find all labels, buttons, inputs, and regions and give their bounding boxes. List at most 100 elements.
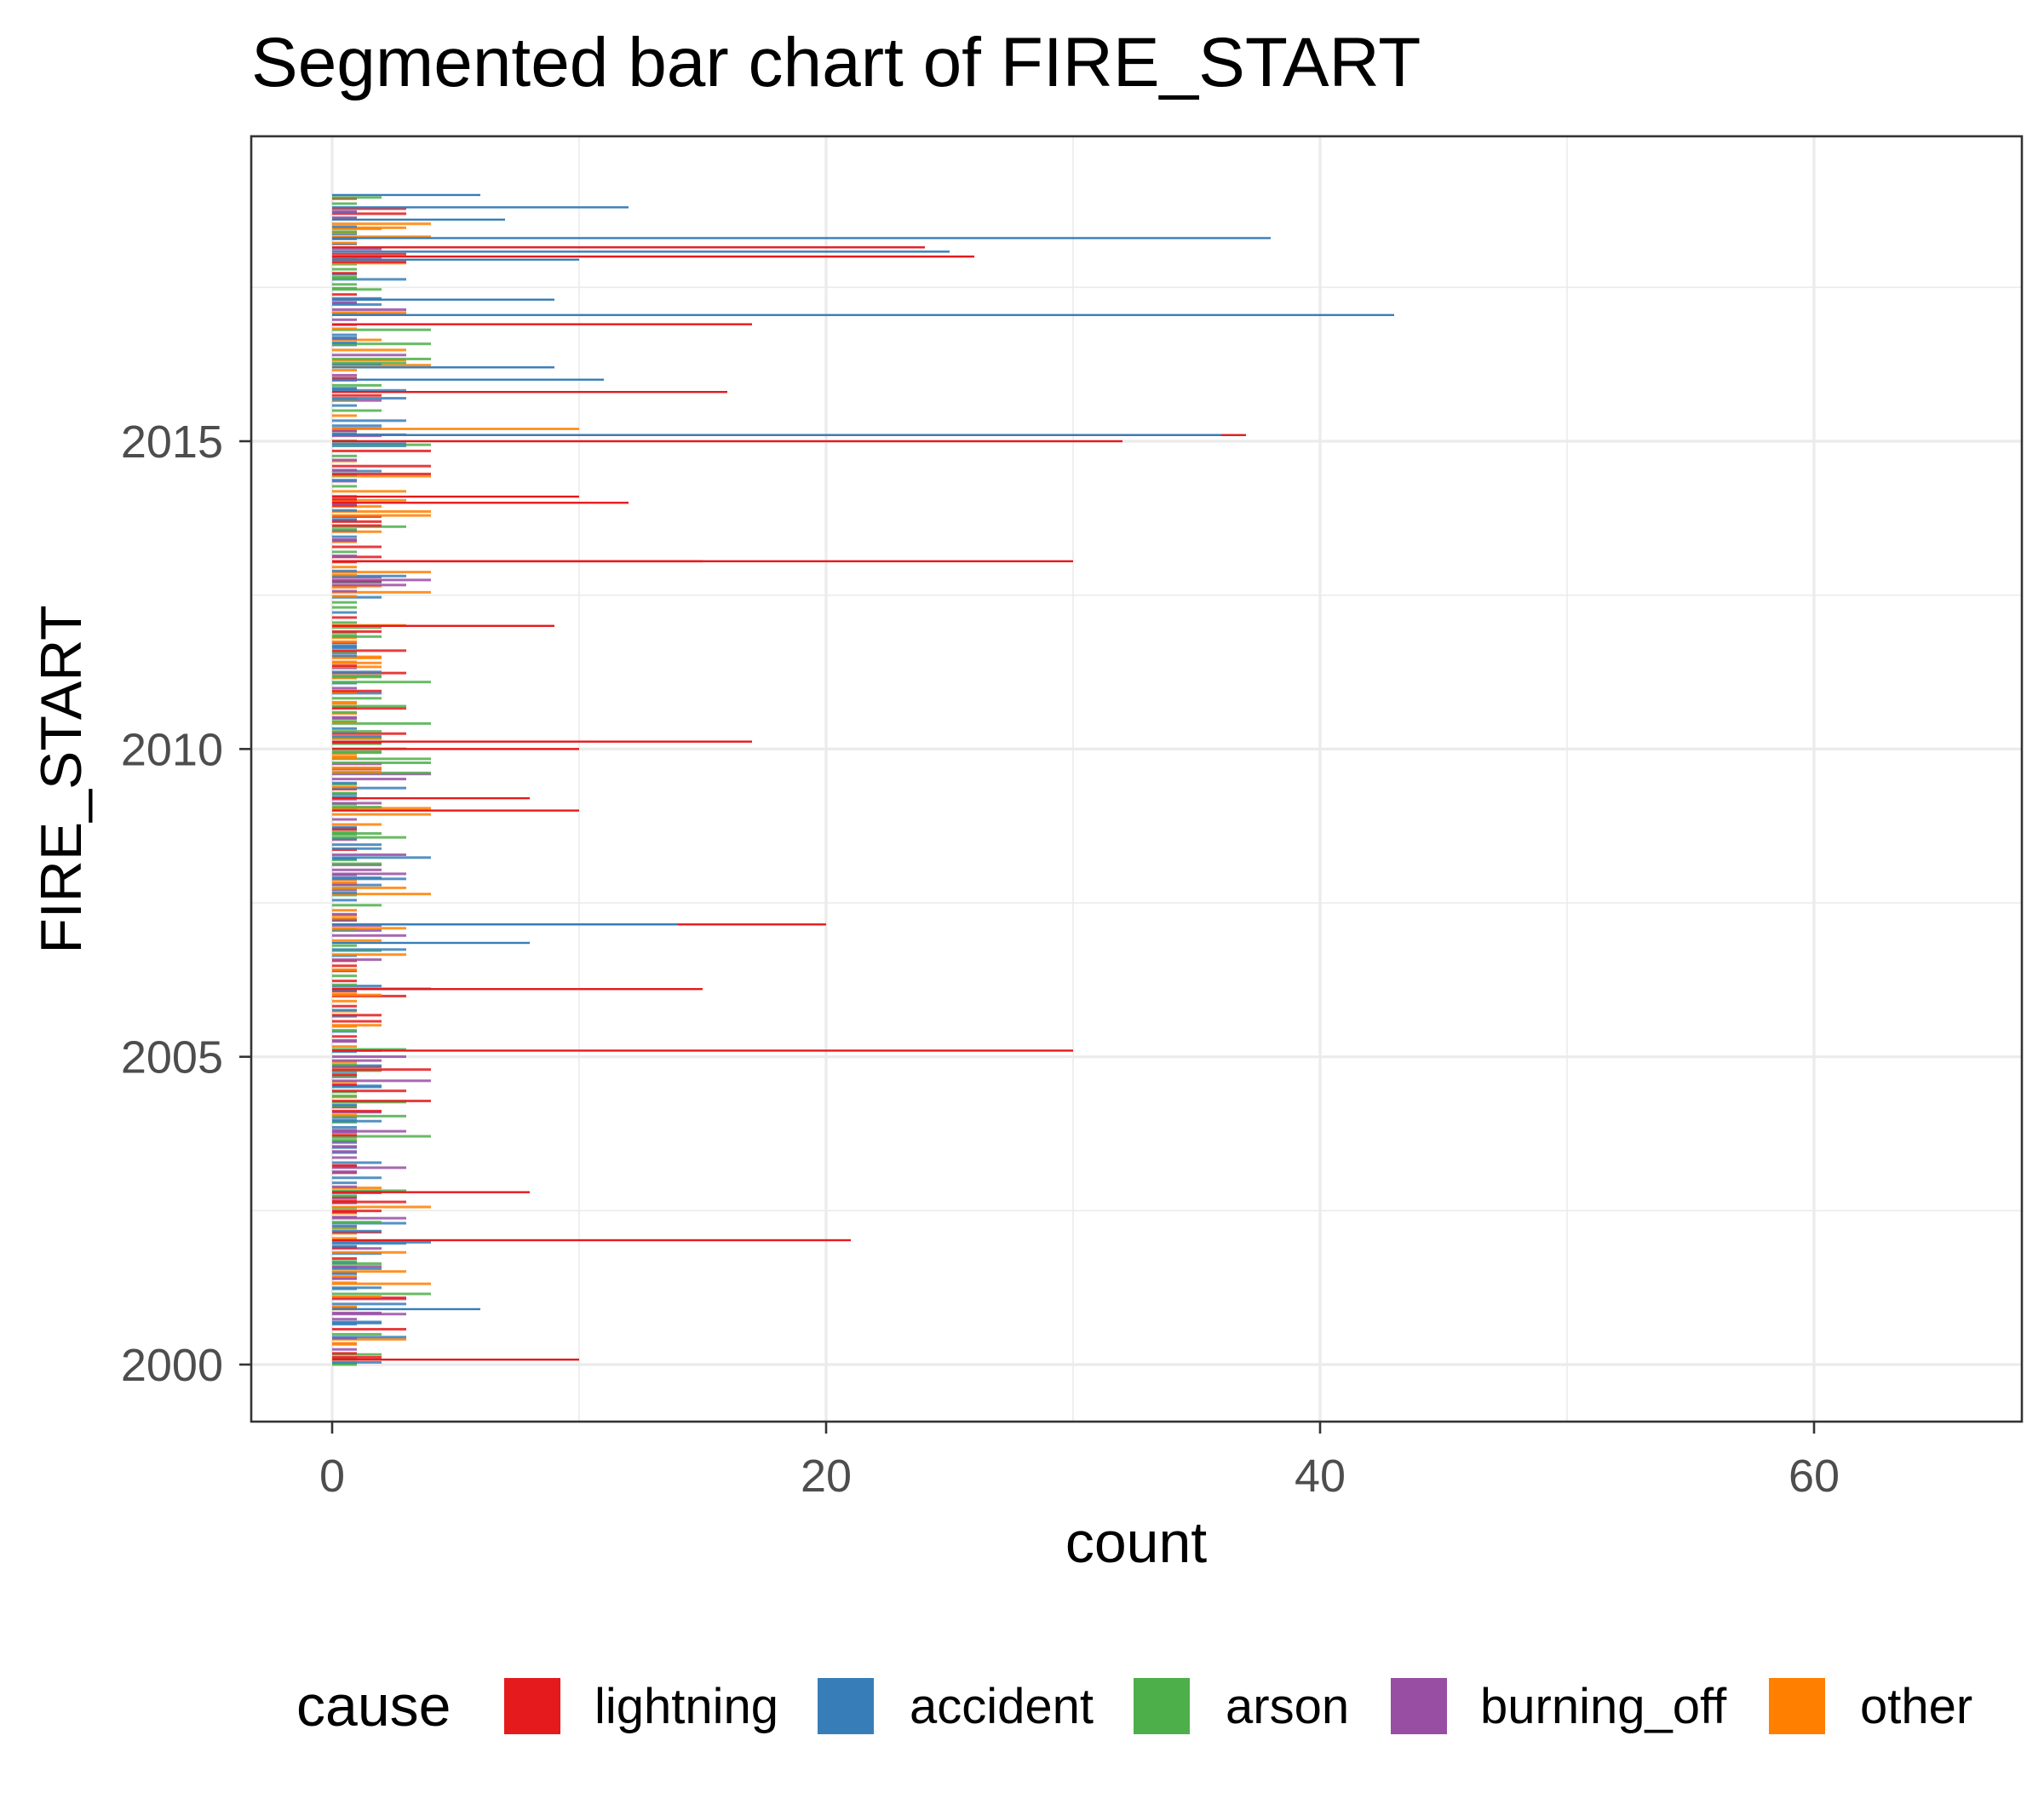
bar-segment [332,449,431,452]
bar-segment [332,1215,357,1219]
bar-segment [332,654,357,658]
bar-segment [332,490,406,493]
bar-segment [332,886,406,889]
bar-segment-lightning [332,796,530,800]
bar-segment [332,1281,357,1284]
bar-segment [332,353,406,357]
bar-segment [332,813,431,816]
bar-segment [332,569,357,572]
bar-segment-lightning [332,748,579,750]
bar-segment [332,414,357,417]
bar-segment [332,1038,357,1042]
bar-segment [332,1073,357,1077]
bar-segment [332,590,431,594]
bar-segment [332,535,357,538]
bar-segment [332,1109,382,1112]
legend: cause lightning accident arson burning_off o… [296,1674,1972,1738]
bar-segment [332,862,382,865]
y-tick-label: 2010 [121,724,223,775]
bar-segment [332,497,357,501]
bar-segment [332,796,357,799]
bar-segment [332,1311,382,1314]
bar-segment-lightning [332,740,752,743]
bar-segment [332,1055,406,1059]
bar-segment [332,1083,357,1086]
bar-segment [332,644,357,647]
legend-key-other [1769,1678,1825,1734]
bar-segment [332,876,382,880]
bar-segment [332,802,382,805]
bar-segment [332,917,357,920]
bar-segment [332,578,431,582]
bar-segment [332,1265,382,1268]
bar-segment [332,1009,357,1012]
bar-segment-accident [332,237,1271,239]
bar-segment-accident [332,218,505,221]
bar-segment [332,757,431,761]
bar-segment [332,1229,382,1233]
bar-segment [332,891,357,894]
bar-segment [332,640,357,643]
legend-label-other: other [1860,1679,1972,1734]
bar-segment [332,681,431,684]
bar-segment [332,472,431,475]
bar-segment [332,980,357,983]
bar-segment [332,974,357,978]
bar-segment [332,210,357,213]
bar-segment [332,328,431,331]
bar-segment [332,230,357,233]
bar-segment [332,958,382,962]
bar-segment [332,912,357,916]
legend-label-arson: arson [1226,1679,1349,1734]
bar-segment [332,1113,357,1117]
bar-segment [332,1355,382,1359]
bar-segment [332,545,382,549]
bar-segment [332,1250,406,1254]
bar-segment [332,778,406,781]
bar-segment [332,1176,382,1180]
bar-segment [332,786,406,790]
bar-segment-lightning [332,1191,530,1193]
bar-segment [332,383,382,387]
bar-segment [332,1125,357,1129]
bar-segment [332,720,357,723]
bar-segment [332,1048,406,1051]
bar-segment-accident [332,366,554,369]
bar-segment [332,424,382,428]
bar-segment [332,267,357,271]
bar-segment [332,856,431,859]
bar-segment [332,1216,406,1220]
bar-segment [332,1199,357,1203]
bar-segment [332,361,406,365]
bar-segment [332,611,357,614]
bar-segment [332,1270,406,1273]
bar-segment [332,442,406,445]
bar-segment [332,606,357,609]
bar-segment [332,1200,406,1204]
bar-segment [332,1059,382,1062]
bar-segment [332,388,406,392]
bar-segment [332,1164,357,1167]
bar-segment [332,899,357,902]
bar-segment [332,868,382,871]
bar-segment [332,881,357,884]
bar-segment [332,454,357,457]
y-tick-label: 2000 [121,1340,223,1391]
bar-segment [332,927,406,930]
bar-segment [332,468,357,472]
bar-segment [332,735,382,738]
bar-segment [332,968,357,971]
x-tick-label: 0 [319,1451,345,1502]
bar-segment [332,1145,357,1148]
y-axis-title: FIRE_START [29,605,94,953]
bar-segment [332,241,357,244]
bar-segment-accident [332,193,480,197]
bar-segment [332,207,406,210]
bar-segment [332,1029,357,1032]
bar-segment [332,707,406,710]
bar-segment-accident [332,206,629,209]
bar-segment [332,830,357,834]
bar-segment [332,212,406,216]
bar-segment [332,518,357,521]
bar-segment [332,1156,357,1159]
